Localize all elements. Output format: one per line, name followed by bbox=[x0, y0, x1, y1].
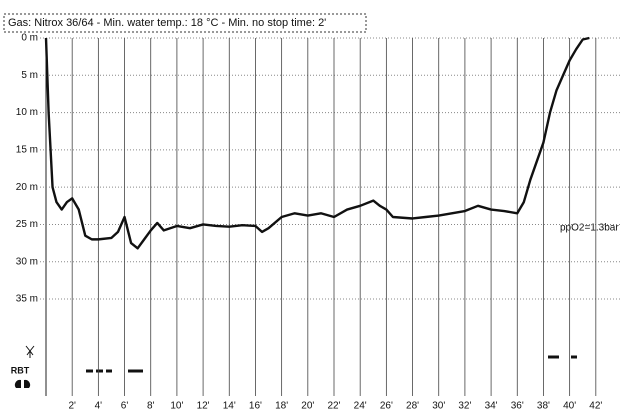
x-tick-label: 8' bbox=[147, 401, 155, 412]
chart-title: Gas: Nitrox 36/64 - Min. water temp.: 18… bbox=[8, 17, 326, 29]
x-tick-label: 4' bbox=[95, 401, 103, 412]
annotation: ppO2=1.3bar bbox=[560, 223, 619, 234]
rbt-icon bbox=[14, 379, 31, 388]
x-tick-label: 28' bbox=[406, 401, 419, 412]
x-tick-label: 36' bbox=[511, 401, 524, 412]
x-tick-label: 22' bbox=[327, 401, 340, 412]
y-tick-label: 25 m bbox=[16, 219, 38, 230]
y-tick-label: 20 m bbox=[16, 182, 38, 193]
ascent-icon bbox=[25, 345, 35, 358]
x-tick-label: 40' bbox=[563, 401, 576, 412]
x-tick-label: 18' bbox=[275, 401, 288, 412]
y-tick-label: 35 m bbox=[16, 294, 38, 305]
x-tick-label: 6' bbox=[121, 401, 129, 412]
x-tick-label: 14' bbox=[223, 401, 236, 412]
y-tick-label: 10 m bbox=[16, 107, 38, 118]
x-tick-label: 24' bbox=[354, 401, 367, 412]
y-tick-label: 0 m bbox=[21, 33, 38, 44]
y-tick-label: 30 m bbox=[16, 256, 38, 267]
x-tick-label: 16' bbox=[249, 401, 262, 412]
x-tick-label: 30' bbox=[432, 401, 445, 412]
x-tick-label: 26' bbox=[380, 401, 393, 412]
title-box bbox=[3, 13, 367, 33]
x-tick-label: 38' bbox=[537, 401, 550, 412]
x-tick-label: 32' bbox=[458, 401, 471, 412]
y-tick-label: 5 m bbox=[21, 70, 38, 81]
dive-profile bbox=[44, 36, 590, 250]
x-tick-label: 20' bbox=[301, 401, 314, 412]
x-tick-label: 34' bbox=[485, 401, 498, 412]
x-tick-label: 42' bbox=[589, 401, 602, 412]
x-tick-label: 10' bbox=[170, 401, 183, 412]
x-tick-label: 12' bbox=[197, 401, 210, 412]
x-tick-label: 2' bbox=[68, 401, 76, 412]
y-tick-label: 15 m bbox=[16, 145, 38, 156]
marker-label: RBT bbox=[11, 365, 30, 375]
